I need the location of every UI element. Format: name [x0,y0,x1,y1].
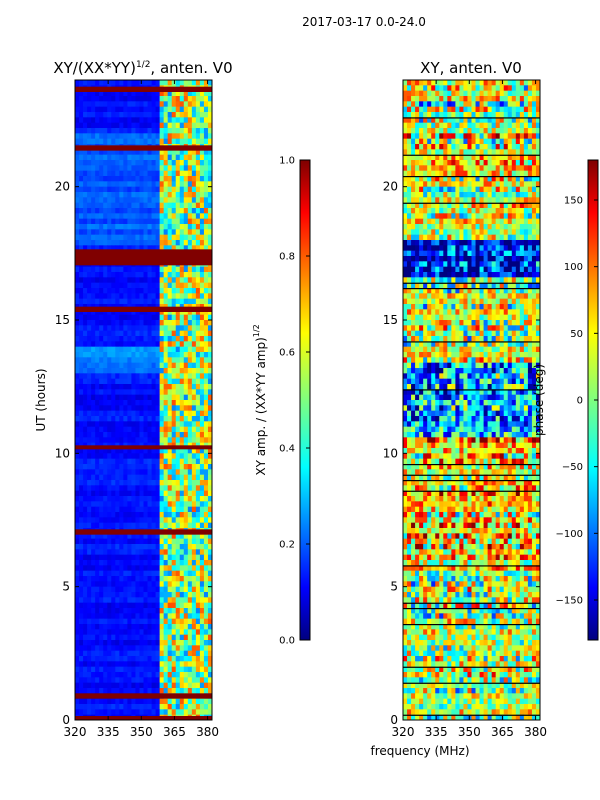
x-tick-label: 335 [425,725,448,739]
right-plot-frame [402,79,541,721]
x-tick-label: 320 [392,725,415,739]
y-tick-label: 5 [62,580,70,594]
left-heatmap [75,80,212,720]
saturated-band [75,693,212,699]
saturated-band [75,529,212,535]
colorbar-tick-label: 0 [577,396,583,407]
y-tick-label: 0 [62,713,70,727]
left-title-tail: , anten. V0 [150,59,232,77]
colorbar-tick-label: 0.8 [279,252,295,263]
x-tick-label: 365 [491,725,514,739]
x-tick-label: 380 [524,725,547,739]
left-colorbar-label-main: XY amp. / (XX*YY amp) [254,337,268,475]
saturated-band [75,249,212,266]
left-ylabel: UT (hours) [34,368,48,431]
x-tick-label: 320 [64,725,87,739]
y-tick-label: 5 [390,580,398,594]
colorbar-tick-label: 0.4 [279,444,295,455]
colorbar-tick-label: −150 [556,596,583,607]
colorbar-tick-label: 150 [564,196,583,207]
colorbar-tick-label: 0.0 [279,636,295,647]
colorbar-tick-label: 0.2 [279,540,295,551]
shared-xlabel: frequency (MHz) [370,744,469,758]
saturated-band [75,145,212,151]
y-tick-label: 20 [55,180,70,194]
colorbar-tick-label: 50 [570,329,583,340]
right-heatmap [403,80,540,720]
left-colorbar: 0.0 0.2 0.4 0.6 0.8 1.0 XY amp. / (XX*YY amp)… [252,156,311,647]
y-tick-label: 20 [383,180,398,194]
figure-suptitle: 2017-03-17 0.0-24.0 [302,15,426,29]
left-title-main: XY/(XX*YY) [53,59,136,77]
y-tick-label: 15 [383,313,398,327]
left-colorbar-gradient [299,159,311,641]
left-title-exponent: 1/2 [136,60,150,70]
left-colorbar-label: XY amp. / (XX*YY amp)1/2 [252,324,268,475]
colorbar-tick-label: 0.6 [279,348,295,359]
saturated-band [75,86,212,92]
colorbar-tick-label: 100 [564,262,583,273]
x-tick-label: 350 [130,725,153,739]
saturated-band [75,716,212,720]
colorbar-tick-label: 1.0 [279,156,295,167]
saturated-band [75,445,212,450]
colorbar-tick-label: −50 [562,462,583,473]
left-axis-ticks: 320 335 350 365 380 0 5 10 15 20 [55,80,219,739]
right-colorbar-label: phase (deg) [532,364,546,436]
left-colorbar-label-exponent: 1/2 [252,324,261,337]
right-colorbar-ticks: −150 −100 −50 0 50 100 150 [556,196,598,607]
x-tick-label: 365 [163,725,186,739]
right-panel-title: XY, anten. V0 [420,59,522,77]
left-colorbar-ticks: 0.0 0.2 0.4 0.6 0.8 1.0 [279,156,310,647]
left-plot-frame [74,79,213,721]
right-panel: XY, anten. V0 320 335 350 365 380 0 5 10 15 20 [383,59,547,739]
y-tick-label: 10 [383,446,398,460]
left-panel-title: XY/(XX*YY)1/2, anten. V0 [53,59,232,77]
y-tick-label: 0 [390,713,398,727]
right-colorbar: −150 −100 −50 0 50 100 150 phase (deg) [532,159,599,641]
x-tick-label: 335 [97,725,120,739]
right-axis-ticks: 320 335 350 365 380 0 5 10 15 20 [383,80,547,739]
x-tick-label: 380 [196,725,219,739]
y-tick-label: 10 [55,446,70,460]
y-tick-label: 15 [55,313,70,327]
left-panel: XY/(XX*YY)1/2, anten. V0 320 335 350 365 380… [34,59,233,739]
x-tick-label: 350 [458,725,481,739]
saturated-band [75,306,212,312]
colorbar-tick-label: −100 [556,529,583,540]
